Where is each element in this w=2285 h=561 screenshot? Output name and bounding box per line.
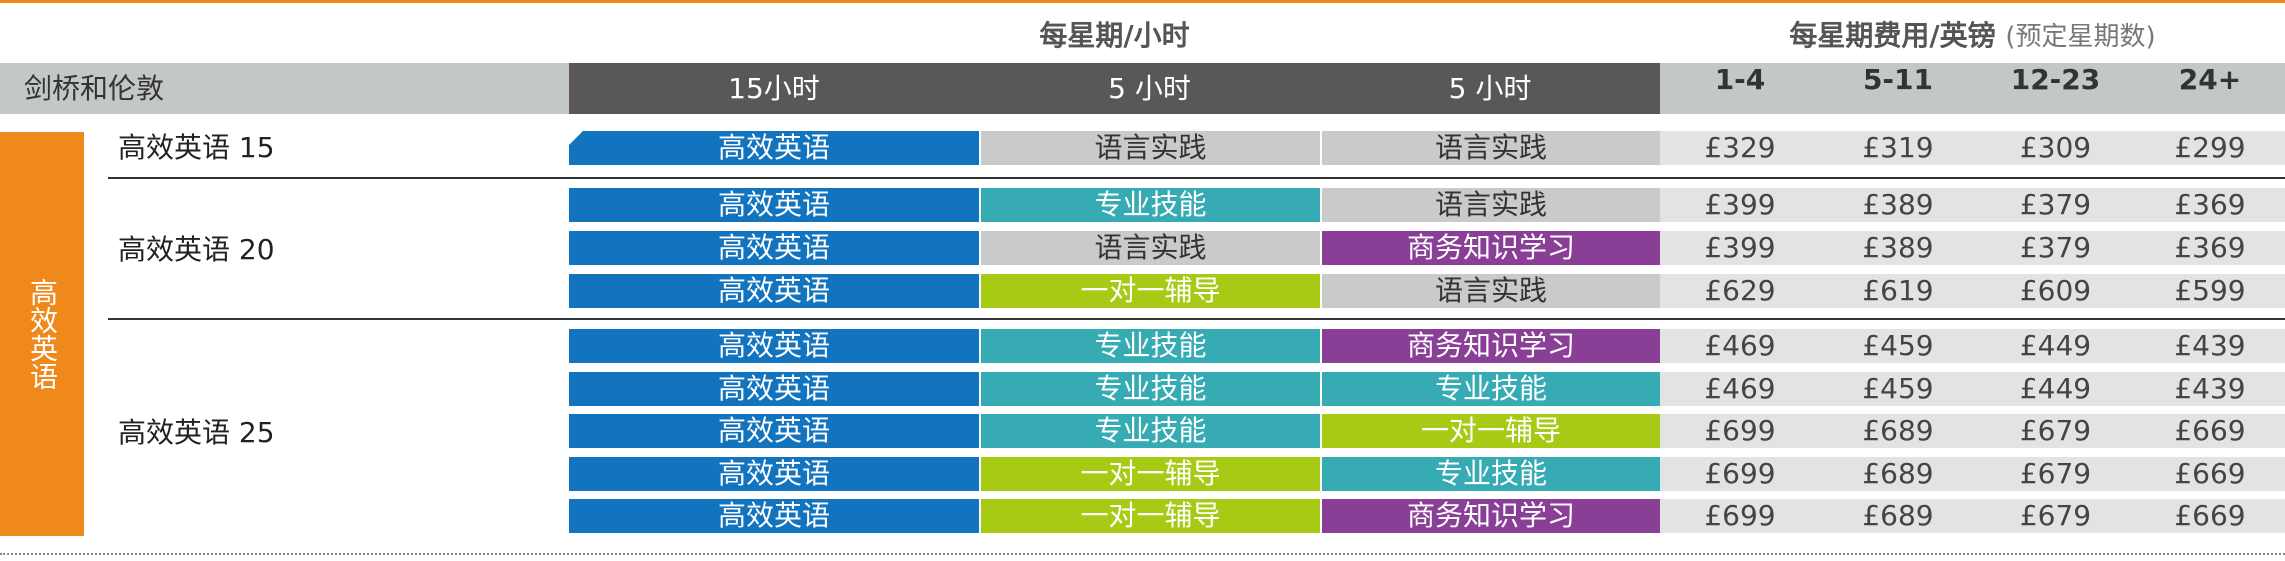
hours-header-band [569, 63, 1660, 114]
module-cell-prac: 语言实践 [981, 231, 1320, 265]
module-cell-eff: 高效英语 [569, 457, 979, 491]
price-cell: £379 [2019, 188, 2092, 221]
price-row-background [1660, 414, 2285, 448]
price-col-header-4: 24+ [2178, 63, 2242, 96]
price-row-background [1660, 274, 2285, 308]
price-cell: £689 [1862, 414, 1934, 447]
module-cell-prac: 语言实践 [1322, 274, 1660, 308]
module-cell-eff: 高效英语 [569, 274, 979, 308]
price-row-background [1660, 188, 2285, 222]
price-col-header-3: 12-23 [2010, 63, 2101, 96]
price-row-background [1660, 329, 2285, 363]
price-cell: £449 [2019, 329, 2092, 362]
price-cell: £689 [1862, 457, 1934, 490]
price-cell: £439 [2174, 329, 2246, 362]
module-cell-tut: 一对一辅导 [981, 499, 1320, 533]
module-cell-skill: 专业技能 [981, 372, 1320, 406]
price-cell: £469 [1704, 329, 1776, 362]
price-cell: £609 [2019, 274, 2092, 307]
price-row-background [1660, 457, 2285, 491]
price-cell: £699 [1704, 457, 1776, 490]
price-cell: £399 [1704, 231, 1776, 264]
module-cell-skill: 专业技能 [1322, 457, 1660, 491]
module-cell-prac: 语言实践 [1322, 131, 1660, 165]
module-cell-tut: 一对一辅导 [981, 457, 1320, 491]
module-cell-eff: 高效英语 [569, 231, 979, 265]
price-cell: £329 [1704, 131, 1776, 164]
module-cell-eff: 高效英语 [569, 188, 979, 222]
price-col-header-1: 1-4 [1714, 63, 1766, 96]
price-cell: £669 [2174, 414, 2246, 447]
price-row-background [1660, 372, 2285, 406]
price-cell: £369 [2174, 188, 2246, 221]
module-cell-prac: 语言实践 [981, 131, 1320, 165]
price-cell: £459 [1862, 372, 1934, 405]
fees-group-title: 每星期费用/英镑 [1789, 19, 1996, 52]
hour-col-header-3: 5 小时 [1448, 72, 1532, 105]
price-cell: £379 [2019, 231, 2092, 264]
hours-group-header: 每星期/小时 [569, 14, 1660, 58]
module-cell-eff: 高效英语 [569, 414, 979, 448]
price-row-background [1660, 499, 2285, 533]
hour-col-header-2: 5 小时 [1108, 72, 1191, 105]
location-label: 剑桥和伦敦 [24, 72, 165, 105]
price-row-background [1660, 231, 2285, 265]
course-label-20: 高效英语 20 [118, 233, 275, 266]
price-cell: £679 [2019, 457, 2092, 490]
price-cell: £389 [1862, 231, 1934, 264]
price-cell: £459 [1862, 329, 1934, 362]
module-cell-prac: 语言实践 [1322, 188, 1660, 222]
price-cell: £319 [1862, 131, 1934, 164]
price-cell: £689 [1862, 499, 1934, 532]
course-label-15: 高效英语 15 [118, 131, 275, 164]
category-sidebar: 高效英语 [0, 132, 84, 536]
module-cell-skill: 专业技能 [981, 329, 1320, 363]
price-cell: £309 [2019, 131, 2092, 164]
price-cell: £469 [1704, 372, 1776, 405]
price-cell: £699 [1704, 414, 1776, 447]
price-cell: £679 [2019, 499, 2092, 532]
course-label-25: 高效英语 25 [118, 416, 275, 449]
module-cell-eff: 高效英语 [569, 499, 979, 533]
module-cell-skill: 专业技能 [981, 414, 1320, 448]
price-cell: £399 [1704, 188, 1776, 221]
module-cell-eff: 高效英语 [569, 372, 979, 406]
price-cell: £619 [1862, 274, 1934, 307]
price-cell: £629 [1704, 274, 1776, 307]
price-cell: £369 [2174, 231, 2246, 264]
top-accent-line [0, 0, 2285, 3]
price-cell: £389 [1862, 188, 1934, 221]
bottom-dotted-rule [0, 553, 2285, 555]
group-divider-2 [108, 318, 2285, 320]
fees-group-subtitle: (预定星期数) [2005, 22, 2156, 52]
price-cell: £669 [2174, 457, 2246, 490]
hours-group-title: 每星期/小时 [1039, 19, 1190, 52]
module-cell-eff: 高效英语 [569, 131, 979, 165]
module-cell-eff: 高效英语 [569, 329, 979, 363]
hour-col-header-1: 15小时 [728, 72, 820, 105]
price-cell: £439 [2174, 372, 2246, 405]
module-cell-skill: 专业技能 [1322, 372, 1660, 406]
group-divider-1 [108, 177, 2285, 179]
category-sidebar-label: 高效英语 [26, 278, 59, 390]
price-cell: £599 [2174, 274, 2246, 307]
module-cell-tut: 一对一辅导 [981, 274, 1320, 308]
price-col-header-2: 5-11 [1862, 63, 1934, 96]
price-cell: £669 [2174, 499, 2246, 532]
module-cell-bus: 商务知识学习 [1322, 499, 1660, 533]
price-cell: £299 [2174, 131, 2246, 164]
module-cell-bus: 商务知识学习 [1322, 329, 1660, 363]
module-cell-skill: 专业技能 [981, 188, 1320, 222]
price-cell: £679 [2019, 414, 2092, 447]
price-row-background [1660, 131, 2285, 165]
module-cell-tut: 一对一辅导 [1322, 414, 1660, 448]
price-cell: £449 [2019, 372, 2092, 405]
fees-group-header: 每星期费用/英镑 (预定星期数) [1660, 14, 2285, 58]
module-cell-bus: 商务知识学习 [1322, 231, 1660, 265]
price-cell: £699 [1704, 499, 1776, 532]
